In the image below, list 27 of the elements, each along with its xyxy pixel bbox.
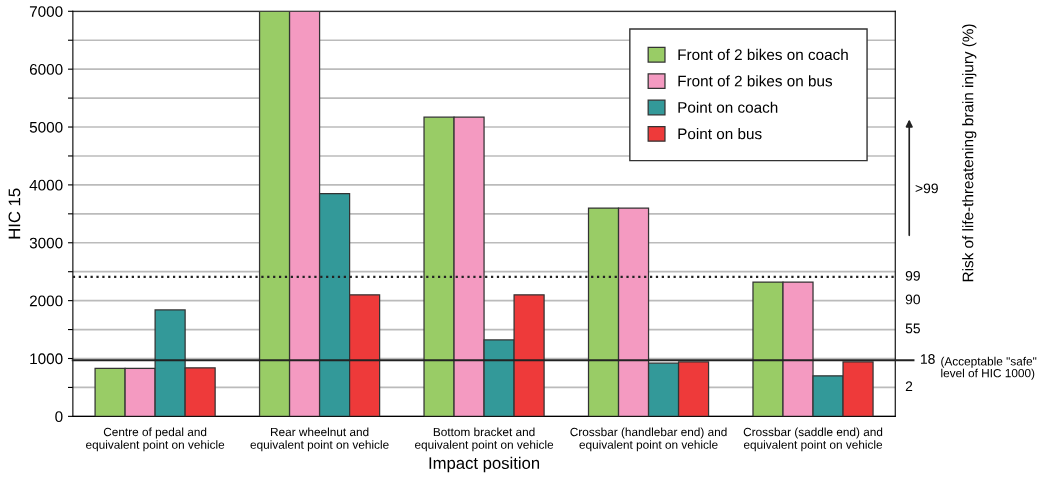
x-tick-label: Crossbar (saddle end) and equivalent point on vehicle <box>743 427 883 452</box>
text: 2 <box>905 381 913 392</box>
text: 55 <box>905 323 920 334</box>
y-tick-label: 6000 <box>29 64 63 75</box>
text: >99 <box>915 183 938 194</box>
y-tick-label: 2000 <box>29 295 63 307</box>
text: 90 <box>905 294 921 305</box>
legend-label: Point on bus <box>678 128 762 140</box>
y-tick-label: 3000 <box>29 237 63 249</box>
y-tick-label: 4000 <box>29 179 63 191</box>
y-tick-label: 1000 <box>30 353 63 365</box>
x-tick-label: Bottom bracket and equivalent point on vehicle <box>415 427 554 452</box>
y-tick-label: 0 <box>55 411 63 423</box>
x-tick-label: Crossbar (handlebar end) and equivalent point on vehicle <box>570 427 727 452</box>
legend-label: Front of 2 bikes on coach <box>678 48 848 61</box>
y-tick-label: 7000 <box>29 6 63 17</box>
x-tick-label: Centre of pedal and equivalent point on vehicle <box>86 427 225 452</box>
y2-axis-title: Risk of life-threatening brain injury (%) <box>962 24 977 282</box>
x-tick-label: Rear wheelnut and equivalent point on vehicle <box>250 427 389 452</box>
y-axis-title: HIC 15 <box>8 188 21 239</box>
text: 99 <box>905 270 920 281</box>
text: 18 <box>920 354 935 364</box>
y-tick-label: 5000 <box>29 121 63 133</box>
legend-label: Front of 2 bikes on bus <box>678 75 833 87</box>
x-axis-title: Impact position <box>429 456 540 473</box>
legend-label: Point on coach <box>678 101 778 113</box>
text: (Acceptable "safe" level of HIC 1000) <box>941 356 1037 380</box>
